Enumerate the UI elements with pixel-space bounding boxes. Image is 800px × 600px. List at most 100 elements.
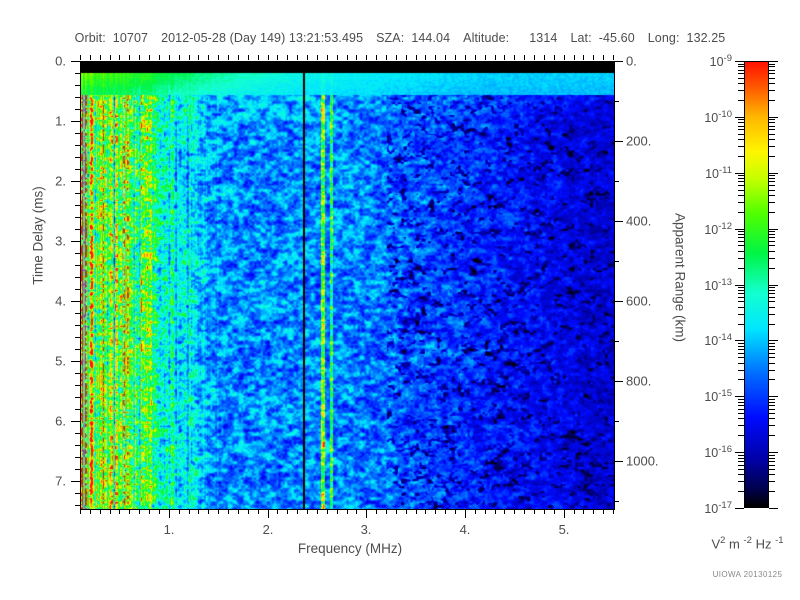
colorbar-tick-minor [769,100,775,101]
colorbar-tick-label: 10-15 [704,387,732,405]
colorbar-tick-minor [769,245,775,246]
y-tick-minor [75,493,80,494]
colorbar-tick-minor [738,185,744,186]
x-tick-minor [179,509,180,514]
x-top-tick-minor [268,55,269,60]
x-top-tick-minor [129,55,130,60]
x-top-tick-minor [119,55,120,60]
colorbar-tick-minor [769,241,775,242]
colorbar-tick-minor [738,297,744,298]
colorbar-tick-minor [769,83,775,84]
x-tick-minor [80,509,81,514]
colorbar-tick-minor [769,307,775,308]
x-top-tick-minor [445,55,446,60]
x-top-tick-minor [100,55,101,60]
x-tick-minor [159,509,160,514]
x-tick-minor [287,509,288,514]
y-axis-tick-label: 7. [55,473,66,489]
x-tick-minor [277,509,278,514]
y-tick-major [71,361,80,362]
colorbar-tick-minor [738,190,744,191]
x-tick-minor [593,509,594,514]
colorbar-tick-minor [769,175,775,176]
x-top-tick-minor [90,55,91,60]
x-top-tick-minor [198,55,199,60]
y-tick-major [71,421,80,422]
x-top-tick-minor [544,55,545,60]
x-tick-minor [504,509,505,514]
colorbar-tick-minor [769,146,775,147]
colorbar-tick-minor [738,64,744,65]
x-tick-minor [149,509,150,514]
x-top-tick-minor [179,55,180,60]
header-datetime: 2012-05-28 (Day 149) 13:21:53.495 [161,31,364,45]
colorbar-tick-minor [738,287,744,288]
colorbar-tick-minor [769,363,775,364]
colorbar-tick-label: 10-12 [704,220,732,238]
x-tick-minor [297,509,298,514]
colorbar-tick-minor [769,70,775,71]
colorbar-tick-minor [769,156,775,157]
header-sza-value: 144.04 [411,31,451,45]
y2-tick-minor [614,341,619,342]
x-tick-minor [327,509,328,514]
colorbar-tick-minor [769,212,775,213]
colorbar-tick-minor [769,190,775,191]
y2-axis-tick-label: 1000. [626,453,659,469]
x-tick-minor [248,509,249,514]
colorbar-tick-minor [738,324,744,325]
y-tick-major [71,61,80,62]
colorbar-tick-minor [769,231,775,232]
x-top-tick-minor [534,55,535,60]
x-top-tick-minor [485,55,486,60]
x-tick-minor [396,509,397,514]
x-tick-minor [544,509,545,514]
y-tick-minor [75,229,80,230]
colorbar-tick-minor [769,357,775,358]
x-tick-minor [208,509,209,514]
y-axis-tick-label: 0. [55,53,66,69]
colorbar-tick-minor [769,202,775,203]
y-axis-tick-label: 4. [55,293,66,309]
colorbar-tick-minor [738,293,744,294]
colorbar-tick-minor [769,465,775,466]
colorbar-tick-minor [738,231,744,232]
colorbar-tick-major [769,340,778,341]
x-tick-minor [455,509,456,514]
x-tick-minor [347,509,348,514]
colorbar-tick-minor [738,346,744,347]
colorbar-tick-minor [738,134,744,135]
colorbar-tick-minor [769,324,775,325]
header-orbit-value: 10707 [112,31,149,45]
y-tick-minor [75,445,80,446]
y-tick-minor [75,409,80,410]
colorbar-tick-minor [738,379,744,380]
x-tick-minor [425,509,426,514]
colorbar-tick-minor [769,301,775,302]
colorbar-tick-minor [769,425,775,426]
colorbar-tick-label: 10-9 [709,52,732,70]
x-top-tick-minor [524,55,525,60]
x-top-tick-minor [277,55,278,60]
x-top-tick-minor [169,55,170,60]
colorbar-tick-minor [738,90,744,91]
colorbar-tick-minor [769,349,775,350]
x-tick-minor [445,509,446,514]
y-tick-minor [75,133,80,134]
x-tick-minor [228,509,229,514]
y-tick-minor [75,457,80,458]
colorbar-tick-minor [769,481,775,482]
x-axis-tick-label: 2. [262,522,274,537]
y-tick-minor [75,85,80,86]
x-tick-major [366,509,367,518]
x-tick-minor [613,509,614,514]
colorbar-tick-minor [769,346,775,347]
credit-label: UIOWA 20130125 [712,570,783,579]
colorbar-tick-minor [769,474,775,475]
y-tick-minor [75,349,80,350]
x-top-tick-minor [593,55,594,60]
colorbar-tick-minor [769,64,775,65]
x-tick-minor [416,509,417,514]
x-tick-minor [534,509,535,514]
x-axis-tick-label: 1. [163,522,175,537]
